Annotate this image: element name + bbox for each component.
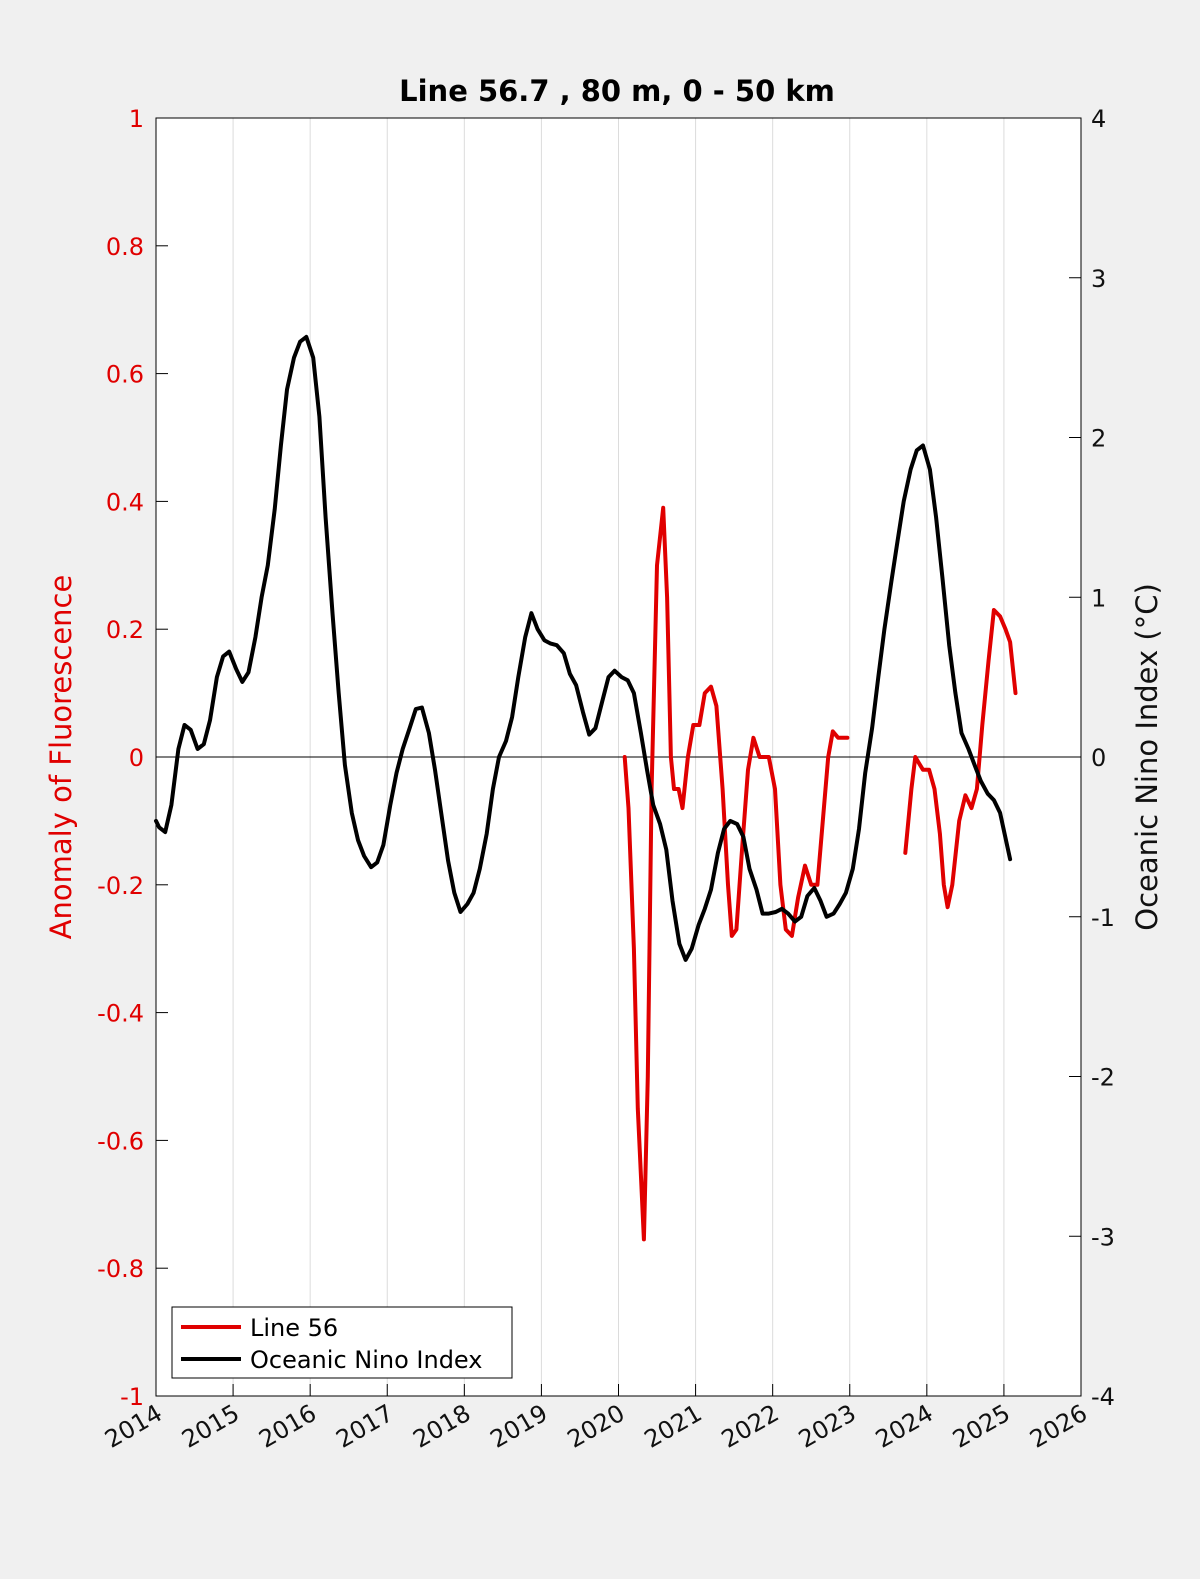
chart-title: Line 56.7 , 80 m, 0 - 50 km <box>399 74 835 108</box>
x-tick-label: 2023 <box>794 1399 861 1454</box>
series-layer <box>154 334 1018 1242</box>
legend: Line 56 Oceanic Nino Index <box>171 1306 513 1379</box>
right-tick-label: 4 <box>1091 105 1106 133</box>
left-tick-label: -0.6 <box>97 1127 144 1155</box>
left-tick-label: 0.2 <box>106 616 144 644</box>
left-tick-label: 1 <box>129 105 144 133</box>
x-tick-label: 2022 <box>717 1399 784 1454</box>
right-tick-label: 0 <box>1091 744 1106 772</box>
x-tick-label: 2021 <box>640 1399 707 1454</box>
series-line-line-56 <box>622 505 850 1242</box>
right-tick-label: 2 <box>1091 425 1106 453</box>
x-tick-label: 2025 <box>948 1399 1015 1454</box>
x-tick-label: 2019 <box>486 1399 553 1454</box>
legend-label-line-56: Line 56 <box>250 1314 338 1342</box>
series-line-oceanic-nino-index <box>154 334 1013 962</box>
right-tick-label: -2 <box>1091 1064 1115 1092</box>
right-tick-label: -4 <box>1091 1383 1115 1411</box>
left-tick-label: 0 <box>129 744 144 772</box>
left-tick-label: 0.8 <box>106 233 144 261</box>
right-tick-label: 3 <box>1091 265 1106 293</box>
left-axis-label: Anomaly of Fluorescence <box>44 575 78 940</box>
x-tick-label: 2016 <box>254 1399 321 1454</box>
right-axis-ticks: 4 3 2 1 0 -1 -2 -3 -4 <box>1069 105 1115 1411</box>
left-tick-label: -1 <box>120 1383 144 1411</box>
series-line-line-56 <box>903 608 1018 910</box>
x-tick-label: 2017 <box>331 1399 398 1454</box>
x-tick-label: 2020 <box>563 1399 630 1454</box>
legend-box <box>171 1306 513 1379</box>
left-axis-ticks: 1 0.8 0.6 0.4 0.2 0 -0.2 -0.4 -0.6 -0.8 -1 <box>97 105 168 1411</box>
right-tick-label: -3 <box>1091 1223 1115 1251</box>
left-tick-label: 0.6 <box>106 361 144 389</box>
right-tick-label: -1 <box>1091 904 1115 932</box>
left-tick-label: -0.2 <box>97 872 144 900</box>
x-tick-label: 2024 <box>871 1399 938 1454</box>
x-tick-label: 2015 <box>177 1399 244 1454</box>
right-tick-label: 1 <box>1091 584 1106 612</box>
right-axis-label: Oceanic Nino Index (°C) <box>1130 583 1164 931</box>
x-tick-label: 2018 <box>408 1399 475 1454</box>
left-tick-label: -0.8 <box>97 1255 144 1283</box>
left-tick-label: -0.4 <box>97 1000 144 1028</box>
x-tick-label: 2026 <box>1025 1399 1092 1454</box>
legend-label-oni: Oceanic Nino Index <box>250 1346 482 1374</box>
left-tick-label: 0.4 <box>106 488 144 516</box>
